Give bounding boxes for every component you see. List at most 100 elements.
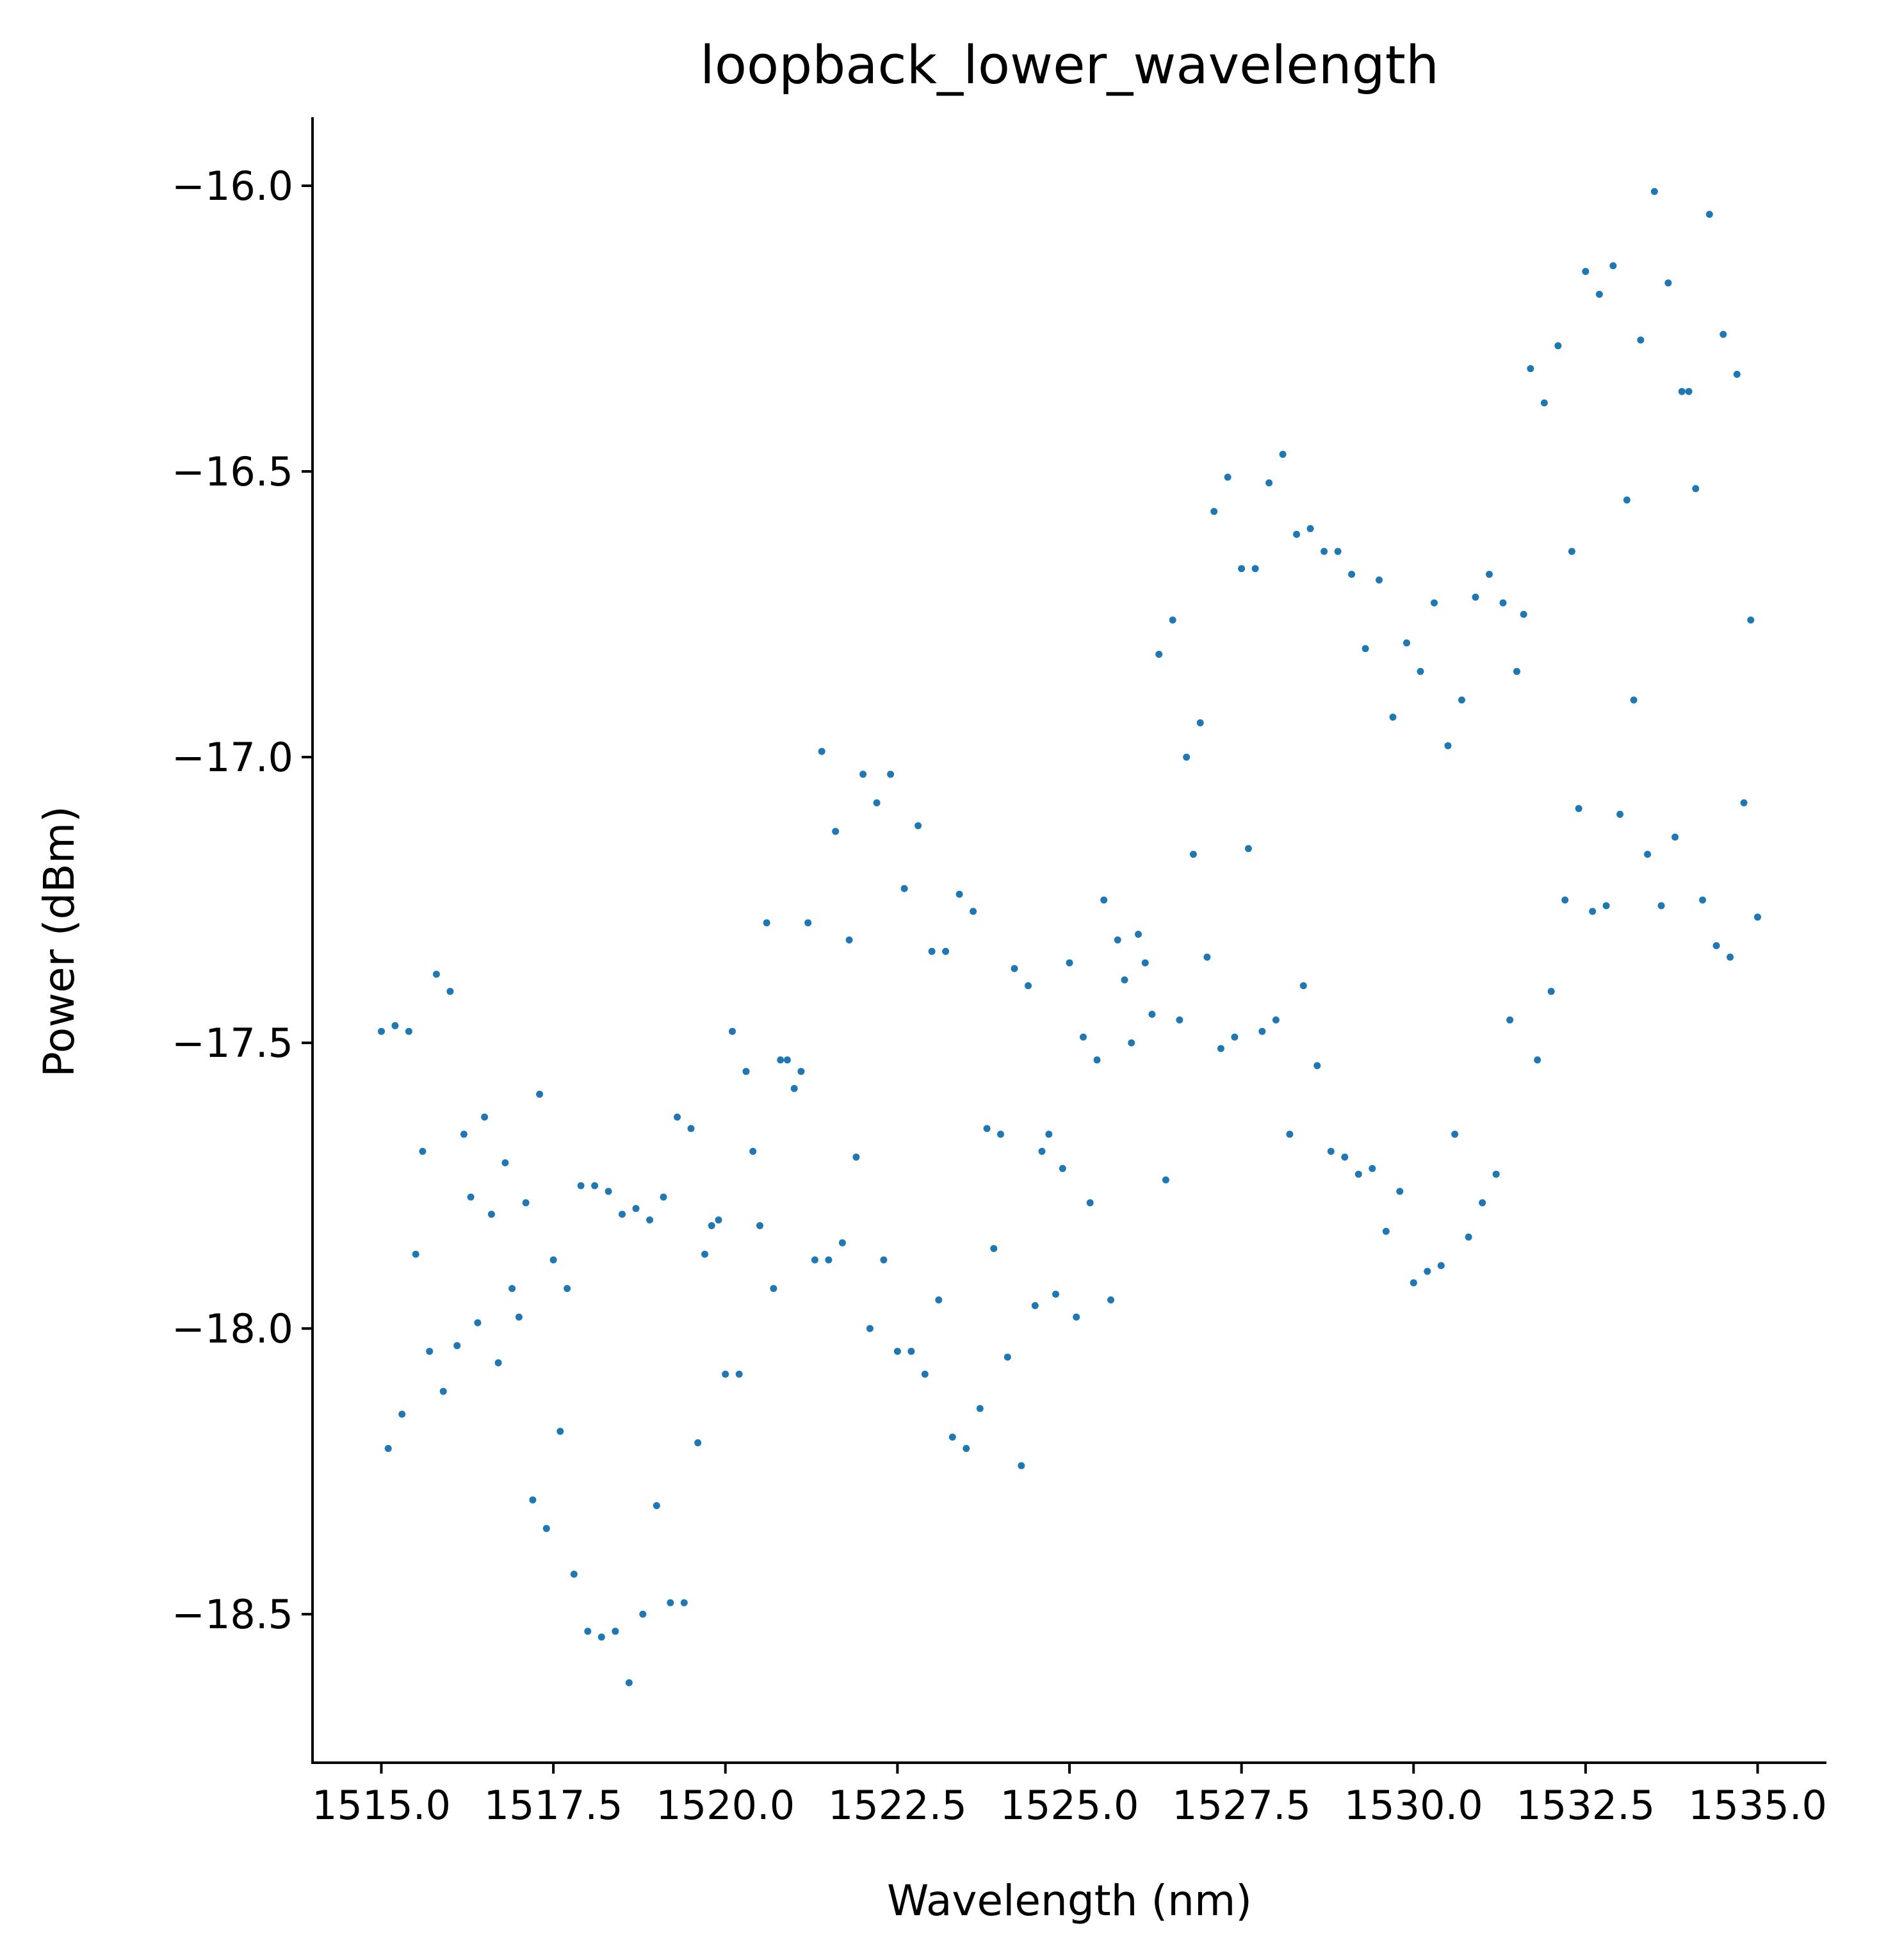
data-point: [783, 1056, 791, 1064]
x-tick-label: 1525.0: [1000, 1782, 1139, 1829]
data-point: [687, 1125, 695, 1132]
data-point: [1265, 479, 1273, 487]
data-point: [653, 1502, 660, 1510]
data-point: [1650, 188, 1658, 195]
data-point: [660, 1193, 667, 1201]
data-point: [1486, 571, 1493, 578]
data-point: [1080, 1033, 1087, 1041]
x-tick-label: 1520.0: [656, 1782, 795, 1829]
data-point: [625, 1679, 633, 1686]
data-point: [1031, 1302, 1039, 1309]
data-point: [384, 1444, 392, 1452]
data-point: [976, 1405, 984, 1412]
data-point: [467, 1193, 475, 1201]
data-point: [1169, 616, 1176, 624]
data-point: [1148, 1011, 1156, 1018]
data-point: [1747, 616, 1755, 624]
data-point: [1444, 742, 1452, 749]
data-point: [722, 1370, 729, 1378]
data-point: [1073, 1313, 1080, 1321]
y-tick-label: −18.5: [172, 1591, 293, 1638]
data-point: [715, 1216, 722, 1224]
data-point: [1424, 1268, 1431, 1275]
data-point: [1705, 211, 1713, 218]
data-point: [1258, 1027, 1266, 1035]
data-point: [935, 1296, 943, 1303]
data-point: [1086, 1199, 1094, 1207]
data-point: [1389, 714, 1397, 721]
data-point: [522, 1199, 530, 1207]
data-point: [1286, 1131, 1294, 1138]
data-point: [1203, 953, 1211, 961]
data-point: [1382, 1227, 1390, 1235]
data-point: [990, 1245, 998, 1252]
data-point: [494, 1359, 502, 1367]
data-point: [1155, 651, 1163, 658]
data-point: [1251, 565, 1259, 573]
data-point: [1293, 530, 1301, 538]
data-point: [1719, 331, 1727, 338]
data-point: [646, 1216, 653, 1224]
data-point: [1100, 896, 1108, 904]
data-point: [570, 1571, 578, 1578]
data-point: [1244, 845, 1252, 853]
data-point: [1093, 1056, 1101, 1064]
data-point: [811, 1256, 818, 1264]
data-point: [1341, 1154, 1349, 1161]
data-point: [1004, 1353, 1011, 1361]
data-point: [832, 828, 840, 835]
data-point: [1410, 1279, 1417, 1287]
data-point: [1059, 1164, 1066, 1172]
data-point: [859, 771, 867, 778]
data-point: [1609, 262, 1617, 270]
data-point: [378, 1027, 385, 1035]
data-point: [893, 1348, 901, 1355]
data-point: [887, 771, 895, 778]
data-point: [1121, 976, 1128, 984]
data-point: [1637, 336, 1645, 344]
data-point: [1369, 1164, 1376, 1172]
data-point: [1038, 1148, 1046, 1155]
data-point: [1623, 496, 1630, 504]
data-point: [756, 1222, 763, 1229]
data-point: [591, 1182, 599, 1189]
data-point: [1018, 1462, 1025, 1469]
data-point: [880, 1256, 888, 1264]
y-tick-label: −17.0: [172, 734, 293, 781]
data-point: [900, 885, 908, 892]
data-point: [1396, 1188, 1404, 1195]
data-point: [536, 1090, 544, 1098]
data-point: [501, 1159, 509, 1166]
data-point: [1437, 1262, 1445, 1270]
data-point: [983, 1125, 991, 1132]
data-point: [1176, 1016, 1183, 1024]
data-point: [426, 1348, 434, 1355]
data-point: [446, 988, 454, 995]
data-point: [845, 936, 853, 943]
data-point: [1458, 696, 1465, 704]
data-point: [1630, 696, 1638, 704]
data-point: [1733, 370, 1741, 378]
data-point: [1554, 342, 1562, 350]
data-point: [605, 1188, 612, 1195]
data-point: [1678, 388, 1686, 395]
data-point: [432, 970, 440, 978]
data-point: [770, 1285, 777, 1293]
data-point: [549, 1256, 557, 1264]
data-point: [852, 1154, 860, 1161]
data-point: [1692, 485, 1700, 493]
data-point: [398, 1410, 406, 1418]
data-point: [439, 1387, 447, 1395]
data-point: [1740, 799, 1748, 806]
y-ticks: −16.0 −16.5 −17.0 −17.5 −18.0 −18.5: [172, 163, 313, 1638]
x-ticks: 1515.0 1517.5 1520.0 1522.5 1525.0 1527.5 1530…: [312, 1763, 1827, 1829]
data-point: [1279, 450, 1287, 458]
data-point: [1472, 593, 1479, 601]
data-point: [1431, 599, 1438, 607]
data-point: [825, 1256, 833, 1264]
x-tick-label: 1527.5: [1172, 1782, 1311, 1829]
data-point: [1238, 565, 1246, 573]
x-tick-label: 1522.5: [828, 1782, 967, 1829]
data-point: [1520, 610, 1527, 618]
